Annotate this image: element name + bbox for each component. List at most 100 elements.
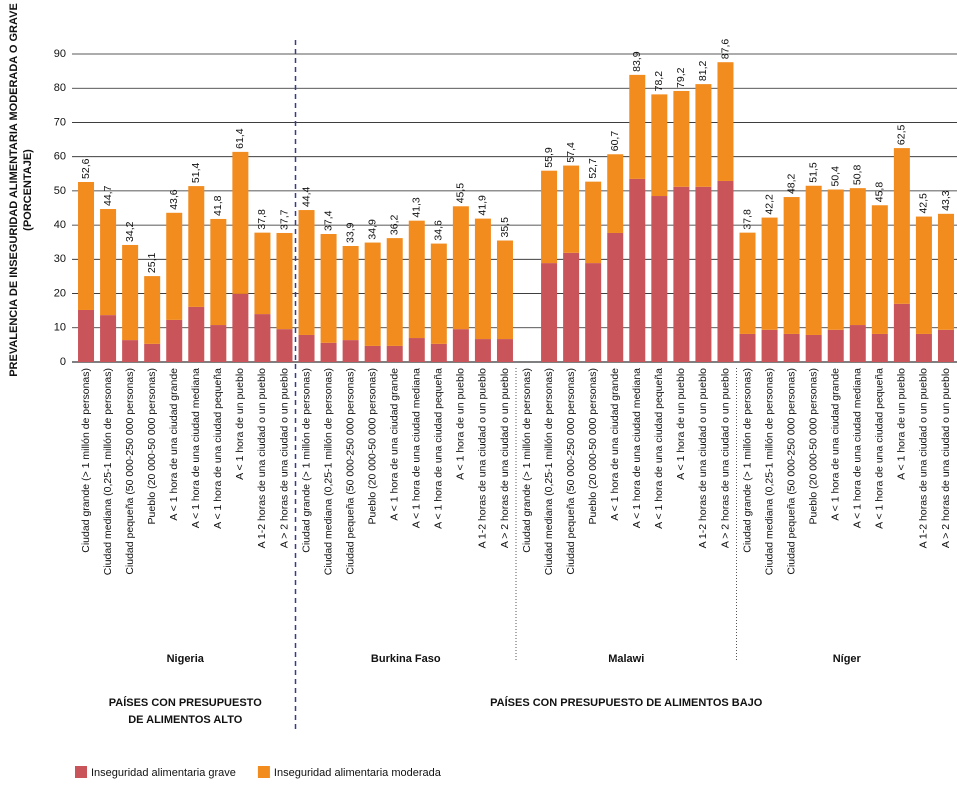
bar-segment (849, 188, 866, 326)
data-label: 45,5 (455, 183, 467, 204)
bar-segment (849, 325, 866, 362)
bar-segment (629, 74, 646, 179)
bar-segment (408, 338, 425, 362)
bar-segment (386, 238, 403, 346)
bar-segment (298, 210, 315, 335)
x-tick-label: A 1-2 horas de una ciudad o un pueblo (256, 368, 268, 549)
bar-segment (827, 189, 844, 330)
legend-label: Inseguridad alimentaria grave (91, 767, 236, 779)
bar-segment (276, 329, 293, 362)
data-label: 41,9 (477, 195, 489, 216)
bar-segment (915, 333, 932, 362)
bar-segment (364, 242, 381, 346)
y-tick-label: 10 (54, 322, 66, 334)
x-tick-label: Ciudad mediana (0,25-1 millón de persona… (102, 368, 114, 575)
group-label: Malawi (608, 653, 644, 665)
bar-segment (717, 180, 734, 362)
data-label: 61,4 (234, 128, 246, 149)
x-tick-label: A < 1 hora de una ciudad mediana (631, 368, 643, 528)
bar-segment (585, 181, 602, 264)
x-tick-label: Pueblo (20 000-50 000 personas) (146, 368, 158, 524)
x-tick-label: Ciudad mediana (0,25-1 millón de persona… (543, 368, 555, 575)
data-label: 81,2 (697, 61, 709, 82)
x-tick-label: A < 1 hora de una ciudad mediana (411, 368, 423, 528)
bar-segment (144, 276, 161, 344)
bar-segment (364, 345, 381, 362)
y-tick-label: 50 (54, 185, 66, 197)
bar-segment (78, 181, 95, 310)
data-label: 83,9 (631, 51, 643, 72)
data-label: 44,7 (102, 185, 114, 206)
bar-segment (717, 62, 734, 181)
y-tick-label: 70 (54, 116, 66, 128)
data-label: 55,9 (543, 147, 555, 168)
data-label: 35,5 (499, 217, 511, 238)
x-tick-label: Ciudad grande (> 1 millón de personas) (741, 368, 753, 553)
bar-segment (805, 334, 822, 362)
bar-segment (673, 90, 690, 187)
data-label: 37,4 (322, 210, 334, 231)
x-tick-label: A < 1 hora de un pueblo (675, 368, 687, 480)
bar-segment (210, 325, 227, 362)
x-tick-label: A < 1 hora de una ciudad pequeña (874, 368, 886, 529)
data-label: 50,4 (830, 166, 842, 187)
y-axis-title: PREVALENCIA DE INSEGURIDAD ALIMENTARIA M… (8, 3, 20, 377)
bar-segment (629, 178, 646, 362)
data-label: 34,2 (124, 221, 136, 242)
bar-segment (607, 232, 624, 362)
data-label: 41,3 (411, 197, 423, 218)
data-label: 45,8 (874, 182, 886, 203)
y-tick-label: 60 (54, 151, 66, 163)
data-label: 52,6 (80, 158, 92, 179)
bar-segment (739, 333, 756, 362)
budget-label: DE ALIMENTOS ALTO (128, 714, 243, 726)
x-tick-label: A 1-2 horas de una ciudad o un pueblo (477, 368, 489, 549)
y-tick-label: 30 (54, 253, 66, 265)
x-tick-label: Ciudad mediana (0,25-1 millón de persona… (322, 368, 334, 575)
group-label: Burkina Faso (371, 653, 441, 665)
x-tick-label: Ciudad pequeña (50 000-250 000 personas) (124, 368, 136, 575)
x-tick-label: A < 1 hora de una ciudad grande (389, 368, 401, 521)
x-tick-label: A < 1 hora de una ciudad pequeña (212, 368, 224, 529)
bar-segment (607, 154, 624, 233)
y-tick-label: 0 (60, 356, 66, 368)
bar-segment (320, 234, 337, 343)
bar-segment (893, 148, 910, 304)
x-tick-label: A > 2 horas de una ciudad o un pueblo (499, 368, 511, 548)
bar-segment (541, 170, 558, 264)
y-tick-label: 90 (54, 48, 66, 60)
bar-segment (100, 209, 117, 316)
data-label: 57,4 (565, 142, 577, 163)
y-tick-label: 20 (54, 287, 66, 299)
data-label: 50,8 (852, 165, 864, 186)
x-tick-label: Pueblo (20 000-50 000 personas) (366, 368, 378, 524)
bar-segment (342, 245, 359, 341)
bar-segment (651, 94, 668, 197)
bar-segment (122, 244, 139, 341)
legend-label: Inseguridad alimentaria moderada (274, 767, 442, 779)
x-tick-label: A < 1 hora de una ciudad grande (830, 368, 842, 521)
budget-label: PAÍSES CON PRESUPUESTO DE ALIMENTOS BAJO (490, 696, 763, 709)
x-tick-label: Ciudad mediana (0,25-1 millón de persona… (763, 368, 775, 575)
bar-segment (783, 197, 800, 334)
data-label: 42,2 (763, 194, 775, 215)
bar-segment (474, 218, 491, 340)
x-tick-label: A < 1 hora de un pueblo (896, 368, 908, 480)
bar-segment (827, 329, 844, 362)
bar-segment (386, 345, 403, 362)
bar-segment (408, 220, 425, 339)
data-label: 37,8 (256, 209, 268, 230)
data-label: 43,3 (940, 190, 952, 211)
x-tick-label: A < 1 hora de una ciudad mediana (190, 368, 202, 528)
bar-segment (430, 343, 447, 362)
bar-segment (673, 186, 690, 362)
bar-segment (871, 205, 888, 334)
data-label: 34,9 (366, 219, 378, 240)
x-tick-label: Pueblo (20 000-50 000 personas) (587, 368, 599, 524)
bar-segment (651, 196, 668, 362)
bar-segment (254, 314, 271, 362)
bar-segment (188, 186, 205, 307)
bar-segment (232, 293, 249, 362)
bar-segment (585, 263, 602, 362)
